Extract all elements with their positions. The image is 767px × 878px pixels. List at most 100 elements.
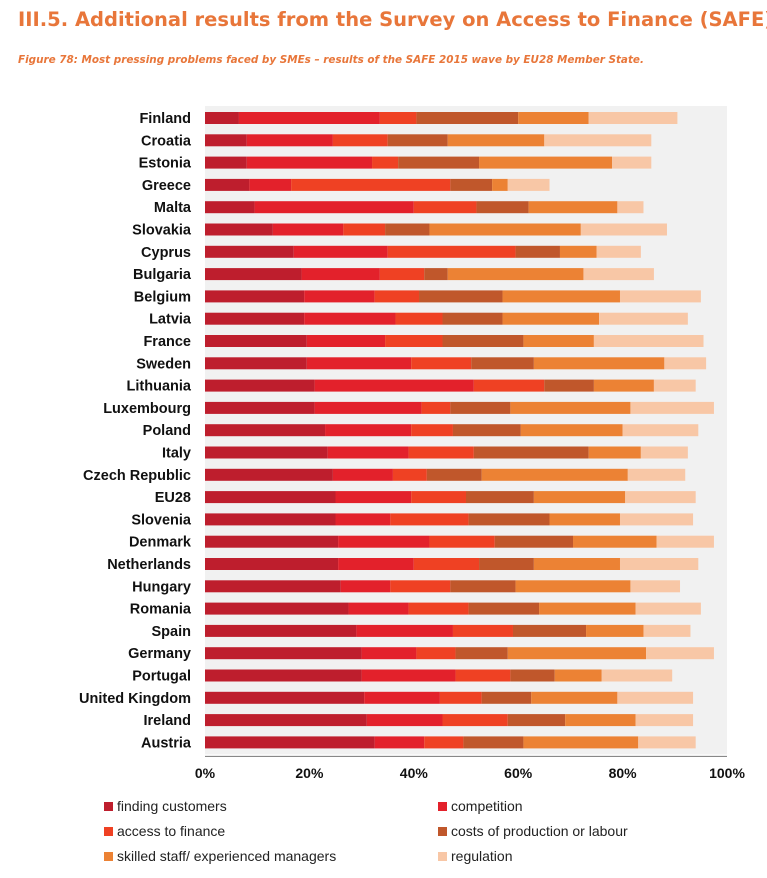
bar-segment [348, 602, 409, 615]
bar-segment [533, 357, 665, 370]
category-label: Sweden [136, 356, 191, 372]
bar-segment [450, 401, 511, 414]
bar-segment [612, 156, 652, 169]
bar-segment [408, 602, 469, 615]
bar-segment [361, 647, 417, 660]
bar-segment [385, 223, 430, 236]
bar-segment [424, 268, 448, 281]
legend-swatch [104, 801, 113, 811]
bar-segment [507, 714, 566, 727]
bar-segment [205, 201, 255, 214]
bar-segment [413, 201, 477, 214]
legend-label: regulation [451, 848, 513, 864]
bar-segment [364, 691, 440, 704]
category-label: France [143, 334, 191, 350]
bar-segment [332, 134, 388, 147]
bar-segment [588, 112, 678, 124]
category-label: EU28 [155, 490, 191, 506]
bar-segment [421, 401, 451, 414]
bar-segment [246, 134, 333, 147]
category-label: Croatia [141, 133, 192, 149]
bar-segment [452, 624, 513, 637]
legend-item: skilled staff/ experienced managers [104, 848, 336, 864]
bar-segment [205, 714, 367, 727]
bar-segment [518, 112, 589, 124]
bar-segment [411, 424, 453, 437]
legend-label: competition [451, 798, 523, 814]
bar-segment [494, 535, 574, 548]
bar-segment [416, 112, 519, 124]
bar-segment [335, 491, 412, 504]
bar-segment [374, 736, 425, 749]
bar-segment [593, 335, 704, 347]
bar-segment [476, 201, 529, 214]
category-label: Cyprus [141, 245, 191, 261]
bar-segment [512, 624, 587, 637]
figure-caption: Figure 78: Most pressing problems faced … [18, 54, 644, 66]
category-label: Portugal [132, 669, 191, 685]
bar-segment [205, 624, 357, 637]
bar-segment [205, 446, 328, 459]
bar-segment [515, 580, 631, 593]
x-tick-label: 80% [609, 765, 638, 781]
bar-segment [635, 602, 701, 615]
bar-segment [205, 535, 339, 548]
bar-segment [619, 558, 699, 570]
bar-segment [205, 268, 302, 281]
bar-segment [429, 223, 581, 236]
category-label: Luxembourg [103, 401, 191, 417]
bar-segment [390, 580, 451, 593]
bar-segment [463, 736, 524, 749]
bar-segment [619, 513, 694, 526]
bar-segment [523, 736, 639, 749]
bar-segment [387, 245, 516, 258]
bar-segment [205, 736, 375, 749]
bar-segment [272, 223, 344, 236]
bar-segment [593, 379, 654, 392]
bar-segment [447, 134, 545, 147]
bar-segment [205, 602, 349, 615]
bar-segment [580, 223, 667, 236]
bar-segment [479, 558, 534, 570]
x-tick-label: 100% [709, 765, 745, 781]
bar-segment [314, 401, 422, 414]
legend-swatch [438, 826, 447, 836]
bar-segment [544, 379, 594, 392]
bar-segment [205, 401, 315, 414]
bar-segment [559, 245, 597, 258]
stacked-bar-chart: Finland Croatia Estonia Greece Malta Slovakia… [79, 106, 745, 781]
legend-item: finding customers [104, 798, 227, 814]
bar-segment [502, 290, 620, 303]
bar-segment [379, 112, 417, 124]
bar-segment [481, 691, 532, 704]
bar-segment [573, 535, 657, 548]
bar-segment [392, 468, 427, 481]
bar-segment [596, 245, 641, 258]
bar-segment [479, 156, 613, 169]
bar-segment [502, 312, 600, 325]
legend-item: costs of production or labour [438, 823, 628, 839]
chart-legend: finding customers competition access to fi… [104, 798, 744, 874]
category-label: Finland [139, 111, 191, 127]
bar-segment [254, 201, 414, 214]
bar-segment [413, 558, 480, 570]
bar-segment [617, 691, 694, 704]
x-tick-label: 40% [400, 765, 429, 781]
bar-segment [205, 178, 250, 191]
bar-segment [646, 647, 714, 660]
bar-segment [387, 134, 448, 147]
bar-segment [625, 491, 696, 504]
bar-segment [664, 357, 707, 370]
bar-segment [466, 491, 534, 504]
bar-segment [205, 669, 362, 682]
bar-segment [565, 714, 636, 727]
bar-segment [205, 335, 307, 347]
category-label: Ireland [143, 713, 191, 729]
category-label: Netherlands [107, 557, 191, 573]
category-label: Lithuania [127, 379, 192, 395]
bar-segment [586, 624, 644, 637]
x-tick-label: 20% [295, 765, 324, 781]
bar-segment [452, 424, 521, 437]
bar-segment [205, 134, 247, 147]
bar-segment [408, 446, 474, 459]
